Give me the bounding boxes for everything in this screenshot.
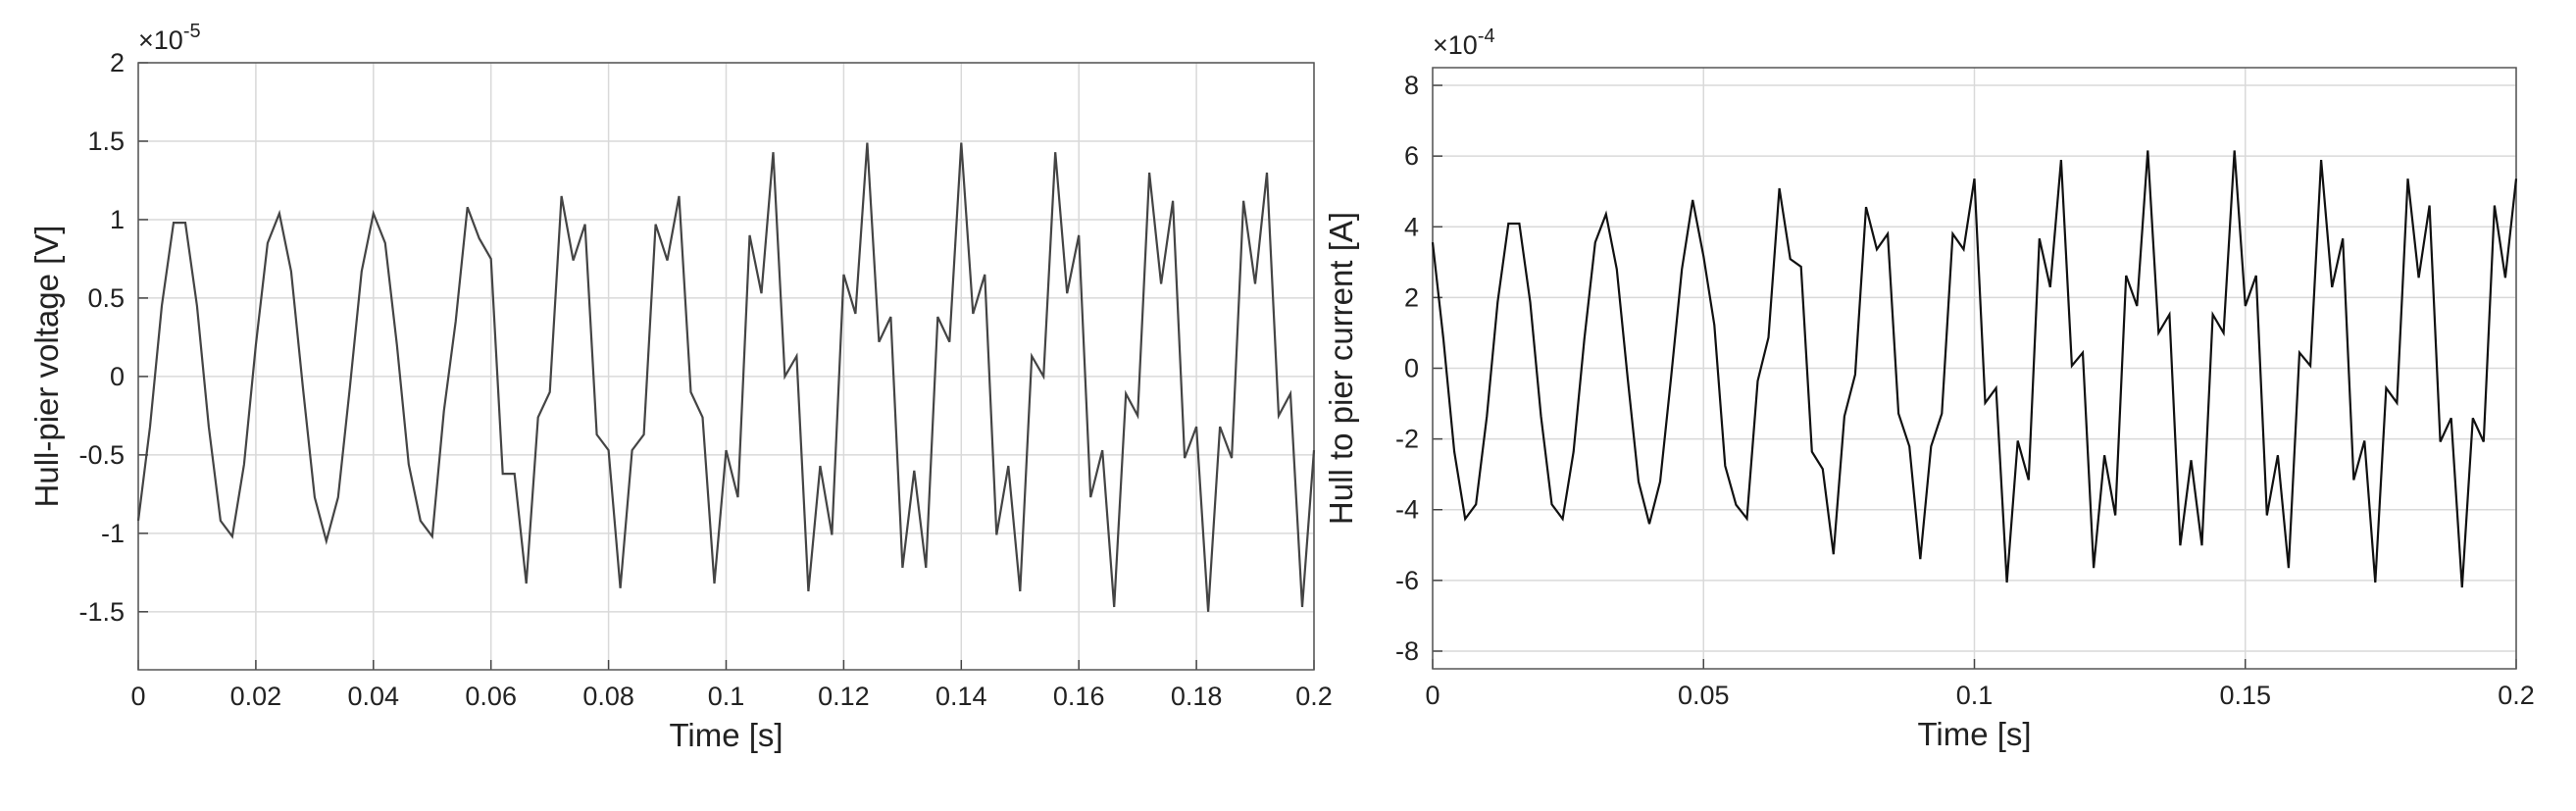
y-tick-label: 6 bbox=[1404, 141, 1419, 171]
y-tick-label: 4 bbox=[1404, 212, 1419, 241]
multiplier-base: ×10 bbox=[138, 25, 183, 55]
y-multiplier: ×10-4 bbox=[1433, 25, 1495, 60]
y-tick-label: 1 bbox=[110, 205, 125, 234]
y-tick-label: -0.5 bbox=[78, 440, 125, 470]
y-tick-label: 8 bbox=[1404, 71, 1419, 100]
multiplier-exponent: -5 bbox=[183, 21, 201, 42]
x-tick-label: 0.05 bbox=[1678, 681, 1730, 710]
y-tick-label: 1.5 bbox=[87, 127, 125, 156]
x-tick-label: 0.2 bbox=[2498, 681, 2535, 710]
x-tick-label: 0.16 bbox=[1053, 682, 1105, 711]
series-line bbox=[136, 142, 1316, 612]
y-tick-label: -4 bbox=[1395, 495, 1419, 525]
x-axis-label: Time [s] bbox=[669, 717, 783, 753]
y-tick-label: 2 bbox=[1404, 282, 1419, 312]
chart: 0 0.05 0.1 0.15 0.2 -8 -6 -4 -2 0 2 4 6 8 Time [s] Hull… bbox=[1323, 25, 2535, 752]
x-tick-label: 0 bbox=[1425, 681, 1440, 710]
y-tick-label: 0 bbox=[1404, 354, 1419, 383]
x-tick-label: 0 bbox=[130, 682, 145, 711]
y-tick-label: -1.5 bbox=[78, 597, 125, 627]
y-tick-label: -6 bbox=[1395, 566, 1419, 595]
series-line bbox=[1431, 150, 2518, 588]
y-tick-label: 0.5 bbox=[87, 283, 125, 313]
x-tick-label: 0.2 bbox=[1295, 682, 1333, 711]
x-tick-label: 0.1 bbox=[708, 682, 745, 711]
y-tick-label: 0 bbox=[110, 362, 125, 391]
x-tick-label: 0.06 bbox=[465, 682, 517, 711]
multiplier-base: ×10 bbox=[1433, 30, 1478, 60]
x-axis-label: Time [s] bbox=[1917, 716, 2031, 752]
x-tick-label: 0.14 bbox=[935, 682, 987, 711]
y-axis-label: Hull to pier current [A] bbox=[1323, 212, 1359, 525]
x-tick-label: 0.15 bbox=[2219, 681, 2271, 710]
y-tick-label: 2 bbox=[110, 48, 125, 77]
y-tick-label: -2 bbox=[1395, 425, 1419, 454]
x-tick-label: 0.02 bbox=[230, 682, 282, 711]
x-tick-label: 0.18 bbox=[1171, 682, 1223, 711]
plot-border bbox=[137, 62, 1315, 671]
multiplier-exponent: -4 bbox=[1478, 25, 1495, 47]
y-multiplier: ×10-5 bbox=[138, 21, 201, 55]
plot-border bbox=[1432, 67, 2517, 670]
y-axis-label: Hull-pier voltage [V] bbox=[28, 226, 65, 508]
x-tick-label: 0.1 bbox=[1956, 681, 1994, 710]
y-tick-label: -8 bbox=[1395, 636, 1419, 666]
x-tick-label: 0.04 bbox=[348, 682, 400, 711]
chart: 0 0.02 0.04 0.06 0.08 0.1 0.12 0.14 0.16 0.18 0.2 -… bbox=[28, 21, 1333, 753]
y-tick-label: -1 bbox=[101, 519, 125, 548]
x-tick-label: 0.08 bbox=[582, 682, 634, 711]
x-tick-label: 0.12 bbox=[818, 682, 870, 711]
